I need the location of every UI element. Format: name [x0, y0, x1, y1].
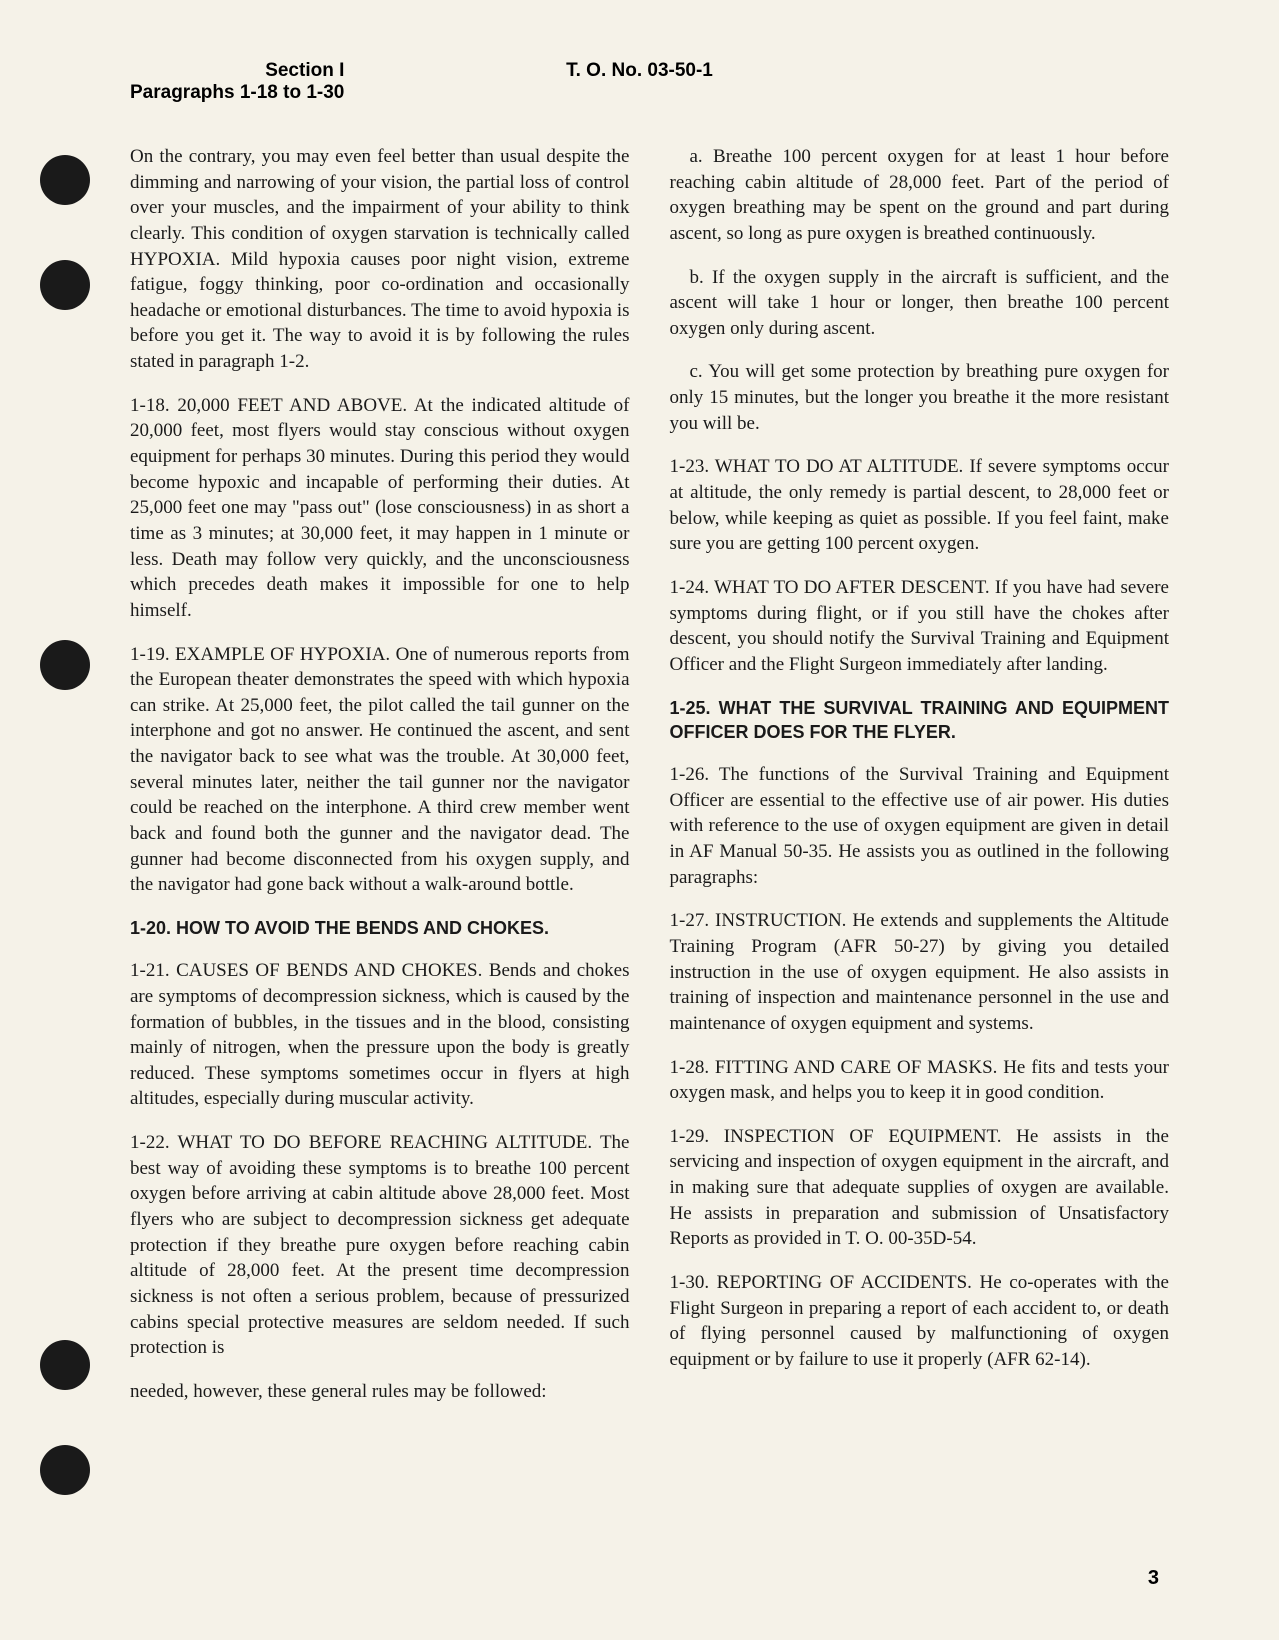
paragraph-1-30: 1-30. REPORTING OF ACCIDENTS. He co-oper…: [670, 1270, 1170, 1373]
paragraph-1-22b: b. If the oxygen supply in the aircraft …: [670, 265, 1170, 342]
paragraph-1-28: 1-28. FITTING AND CARE OF MASKS. He fits…: [670, 1055, 1170, 1106]
heading-1-25: 1-25. WHAT THE SURVIVAL TRAINING AND EQU…: [670, 696, 1170, 745]
paragraph-1-22: 1-22. WHAT TO DO BEFORE REACHING ALTITUD…: [130, 1130, 630, 1361]
paragraph-1-22c: c. You will get some protection by breat…: [670, 359, 1170, 436]
page-number: 3: [1148, 1567, 1159, 1590]
binder-hole: [40, 155, 90, 205]
paragraph-1-29: 1-29. INSPECTION OF EQUIPMENT. He assist…: [670, 1124, 1170, 1252]
binder-hole: [40, 1340, 90, 1390]
binder-hole: [40, 640, 90, 690]
document-number: T. O. No. 03-50-1: [566, 60, 713, 82]
heading-1-20: 1-20. HOW TO AVOID THE BENDS AND CHOKES.: [130, 916, 630, 940]
binder-hole: [40, 260, 90, 310]
paragraph-1-23: 1-23. WHAT TO DO AT ALTITUDE. If severe …: [670, 454, 1170, 557]
page-header: T. O. No. 03-50-1 Section I Paragraphs 1…: [130, 60, 1169, 104]
paragraph-range: Paragraphs 1-18 to 1-30: [130, 82, 344, 104]
paragraph-1-27: 1-27. INSTRUCTION. He extends and supple…: [670, 908, 1170, 1036]
binder-hole: [40, 1445, 90, 1495]
document-body: On the contrary, you may even feel bette…: [130, 144, 1169, 1407]
paragraph-1-19: 1-19. EXAMPLE OF HYPOXIA. One of numerou…: [130, 642, 630, 898]
paragraph-1-26: 1-26. The functions of the Survival Trai…: [670, 762, 1170, 890]
header-right: Section I Paragraphs 1-18 to 1-30: [130, 60, 344, 104]
paragraph-1-18: 1-18. 20,000 FEET AND ABOVE. At the indi…: [130, 393, 630, 624]
paragraph-1-22a: a. Breathe 100 percent oxygen for at lea…: [670, 144, 1170, 247]
paragraph-1-24: 1-24. WHAT TO DO AFTER DESCENT. If you h…: [670, 575, 1170, 678]
paragraph-1-21: 1-21. CAUSES OF BENDS AND CHOKES. Bends …: [130, 958, 630, 1112]
paragraph-1-22-cont: needed, however, these general rules may…: [130, 1379, 630, 1405]
section-label: Section I: [130, 60, 344, 82]
paragraph-intro: On the contrary, you may even feel bette…: [130, 144, 630, 375]
